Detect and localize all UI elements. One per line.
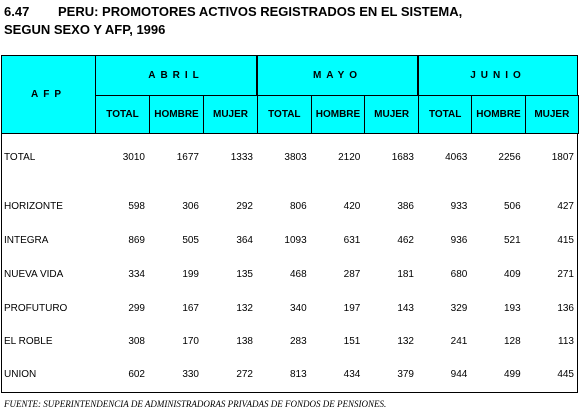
cell-value: 138 — [236, 336, 253, 347]
cell-value: 379 — [397, 369, 414, 380]
cell-value: 151 — [343, 336, 361, 347]
cell-value: 499 — [503, 369, 521, 380]
cell-value: 197 — [343, 303, 361, 314]
cell-value: 3803 — [284, 152, 307, 163]
cell-value: 813 — [289, 369, 307, 380]
cell-value: 181 — [397, 269, 414, 280]
cell-value: 420 — [343, 201, 361, 212]
cell-value: 306 — [182, 201, 199, 212]
cell-value: 944 — [450, 369, 468, 380]
cell-value: 1093 — [284, 235, 307, 246]
group-header: JUNIO — [418, 55, 578, 96]
cell-value: 936 — [450, 235, 468, 246]
cell-value: 409 — [503, 269, 521, 280]
cell-value: 241 — [450, 336, 468, 347]
cell-value: 4063 — [445, 152, 468, 163]
cell-value: 271 — [557, 269, 574, 280]
title-line: SEGUN SEXO Y AFP, 1996 — [4, 22, 166, 37]
cell-value: 272 — [236, 369, 253, 380]
cell-value: 505 — [182, 235, 199, 246]
cell-value: 434 — [343, 369, 361, 380]
row-label: PROFUTURO — [4, 303, 68, 314]
cell-value: 462 — [397, 235, 414, 246]
cell-value: 136 — [557, 303, 574, 314]
row-label: TOTAL — [4, 152, 36, 163]
cell-value: 1677 — [176, 152, 199, 163]
title-line: PERU: PROMOTORES ACTIVOS REGISTRADOS EN … — [58, 4, 463, 19]
cell-value: 287 — [343, 269, 361, 280]
cell-value: 468 — [289, 269, 307, 280]
cell-value: 386 — [397, 201, 414, 212]
sub-header: HOMBRE — [310, 95, 366, 134]
sub-header: TOTAL — [95, 95, 150, 134]
cell-value: 680 — [450, 269, 468, 280]
cell-value: 3010 — [122, 152, 145, 163]
cell-value: 415 — [557, 235, 574, 246]
sub-header: TOTAL — [257, 95, 312, 134]
cell-value: 598 — [128, 201, 145, 212]
cell-value: 602 — [128, 369, 145, 380]
row-label: UNION — [4, 369, 37, 380]
cell-value: 299 — [128, 303, 145, 314]
cell-value: 2120 — [338, 152, 361, 163]
cell-value: 1333 — [230, 152, 253, 163]
afp-header: AFP — [1, 55, 96, 134]
cell-value: 170 — [182, 336, 199, 347]
cell-value: 292 — [236, 201, 253, 212]
cell-value: 329 — [450, 303, 468, 314]
cell-value: 1807 — [551, 152, 574, 163]
cell-value: 135 — [236, 269, 253, 280]
cell-value: 167 — [182, 303, 199, 314]
row-label: NUEVA VIDA — [4, 269, 64, 280]
table-number: 6.47 — [4, 4, 30, 19]
cell-value: 128 — [503, 336, 521, 347]
sub-header: TOTAL — [418, 95, 473, 134]
cell-value: 334 — [128, 269, 145, 280]
cell-value: 199 — [182, 269, 199, 280]
cell-value: 631 — [343, 235, 361, 246]
sub-header: HOMBRE — [471, 95, 526, 134]
sub-header: HOMBRE — [149, 95, 204, 134]
cell-value: 521 — [503, 235, 521, 246]
cell-value: 1683 — [391, 152, 414, 163]
sub-header: MUJER — [364, 95, 419, 134]
cell-value: 308 — [128, 336, 145, 347]
row-label: INTEGRA — [4, 235, 49, 246]
row-label: EL ROBLE — [4, 336, 53, 347]
sub-header: MUJER — [524, 95, 579, 134]
cell-value: 869 — [128, 235, 145, 246]
cell-value: 340 — [289, 303, 307, 314]
cell-value: 283 — [289, 336, 307, 347]
source-note: FUENTE: SUPERINTENDENCIA DE ADMINISTRADO… — [4, 399, 387, 409]
cell-value: 506 — [503, 201, 521, 212]
cell-value: 933 — [450, 201, 468, 212]
cell-value: 445 — [557, 369, 574, 380]
group-header: ABRIL — [95, 55, 257, 96]
cell-value: 132 — [397, 336, 414, 347]
cell-value: 806 — [289, 201, 307, 212]
row-label: HORIZONTE — [4, 201, 63, 212]
cell-value: 330 — [182, 369, 199, 380]
cell-value: 132 — [236, 303, 253, 314]
cell-value: 193 — [503, 303, 521, 314]
cell-value: 2256 — [498, 152, 521, 163]
cell-value: 143 — [397, 303, 414, 314]
cell-value: 427 — [557, 201, 574, 212]
cell-value: 364 — [236, 235, 253, 246]
group-header: MAYO — [257, 55, 418, 96]
cell-value: 113 — [558, 336, 574, 347]
sub-header: MUJER — [203, 95, 258, 134]
